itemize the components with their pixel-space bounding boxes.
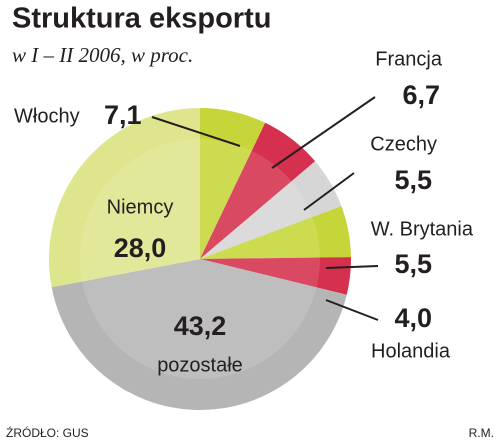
pie-slice xyxy=(51,259,347,411)
pie-slice xyxy=(200,257,351,295)
value-label: 43,2 xyxy=(174,311,227,341)
chart-title: Struktura eksportu xyxy=(12,3,271,35)
source: ŹRÓDŁO: GUS xyxy=(6,425,89,440)
value-label: 4,0 xyxy=(394,303,432,333)
slice-name: W. Brytania xyxy=(371,218,474,240)
slice-name: Francja xyxy=(375,48,443,70)
value-label: 5,5 xyxy=(394,165,432,195)
leader-line xyxy=(325,265,379,269)
pie xyxy=(48,108,351,411)
pie-slice xyxy=(48,108,200,288)
leader-line xyxy=(151,116,241,147)
slice-name: Czechy xyxy=(370,133,437,155)
leader-line xyxy=(325,299,379,321)
slice-name: pozostałe xyxy=(157,354,243,376)
value-label: 28,0 xyxy=(114,233,167,263)
leader-line xyxy=(271,96,376,169)
pie-slice xyxy=(200,206,351,259)
pie-slice xyxy=(200,161,342,259)
chart-subtitle: w I – II 2006, w proc. xyxy=(12,43,193,67)
value-label: 5,5 xyxy=(394,249,432,279)
pie-slice xyxy=(200,122,316,259)
leader-line xyxy=(303,172,355,211)
slice-name: Holandia xyxy=(371,340,451,362)
value-label: 7,1 xyxy=(104,100,142,130)
pie-slice xyxy=(200,108,266,259)
value-label: 6,7 xyxy=(402,80,440,110)
slice-name: Niemcy xyxy=(107,196,174,218)
slice-name: Włochy xyxy=(14,105,80,127)
credit: R.M. xyxy=(469,426,494,440)
